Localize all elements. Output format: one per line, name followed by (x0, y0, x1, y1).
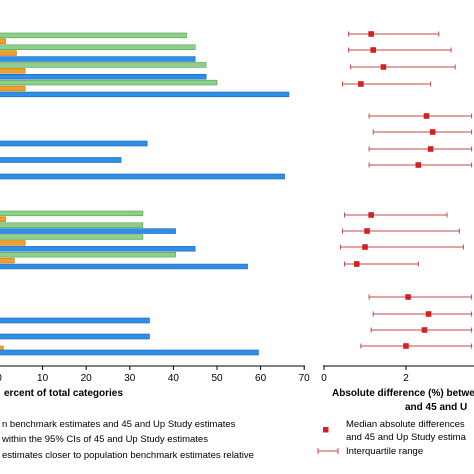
dot-point (350, 64, 456, 70)
median-marker (427, 146, 434, 152)
bar-orange (0, 257, 15, 264)
bar-green (0, 44, 196, 50)
bar-blue (0, 74, 207, 80)
bar-legend-entry-orange: within the 95% CIs of 45 and Up Study es… (1, 434, 208, 445)
bar-group (0, 317, 259, 356)
median-marker (380, 64, 387, 70)
dot-x-tick-label: 0 (321, 373, 327, 384)
median-marker (429, 129, 436, 135)
median-marker (364, 228, 370, 234)
median-marker (421, 327, 428, 333)
median-marker (423, 113, 430, 119)
dot-point (370, 327, 473, 333)
bar-group (0, 32, 290, 98)
bar-orange (0, 50, 17, 56)
bar-orange (0, 68, 26, 74)
dot-legend-iqr: Interquartile range (346, 446, 423, 457)
dot-point (348, 47, 452, 53)
dot-point (368, 162, 473, 168)
bar-green (0, 79, 218, 86)
bar-orange (0, 240, 26, 246)
bar-blue (0, 246, 196, 252)
median-marker (354, 261, 360, 267)
bar-orange (0, 216, 6, 222)
dot-point (344, 212, 448, 218)
median-marker (370, 47, 376, 53)
bar-blue (0, 228, 176, 234)
dot-legend: Median absolute differences and 45 and Up… (317, 419, 467, 457)
bar-blue (0, 157, 122, 163)
bar-orange (0, 38, 6, 45)
bar-x-tick-label: 0 (0, 373, 2, 384)
bar-group (0, 210, 248, 270)
median-marker (368, 212, 374, 218)
dot-x-axis-label-line1: Absolute difference (%) betwe (332, 388, 474, 399)
bar-green (0, 62, 207, 68)
dot-x-axis-label-line2: and 45 and U (405, 402, 467, 413)
bar-blue (0, 333, 150, 340)
dot-point (372, 129, 473, 135)
bar-green (0, 222, 144, 228)
bar-green (0, 252, 176, 258)
dot-x-tick-label: 2 (403, 373, 409, 384)
bar-x-tick-label: 50 (211, 373, 223, 384)
bar-legend-entry-green: n benchmark estimates and 45 and Up Stud… (2, 419, 236, 430)
median-marker (362, 244, 368, 250)
bar-x-ticks: 0 10 20 30 40 50 60 70 (0, 366, 310, 384)
median-marker (425, 311, 432, 317)
bar-legend-entry-blue: estimates closer to population benchmark… (2, 450, 254, 461)
dot-point (339, 244, 464, 250)
bar-blue (0, 56, 196, 62)
dot-plot-panel (339, 31, 473, 349)
median-marker (368, 31, 374, 37)
dot-point (341, 81, 432, 87)
dot-point (368, 146, 473, 152)
legend-median-marker (323, 427, 329, 433)
dot-point (360, 343, 473, 349)
bar-group (0, 140, 285, 180)
median-marker (403, 343, 409, 349)
bar-legend: n benchmark estimates and 45 and Up Stud… (1, 419, 254, 461)
bar-blue (0, 140, 148, 147)
dot-legend-median-line1: Median absolute differences (346, 419, 465, 430)
bar-green (0, 234, 144, 240)
bar-x-axis-label: ercent of total categories (4, 388, 123, 399)
bar-blue (0, 317, 150, 324)
dot-point (368, 113, 473, 119)
bar-x-tick-label: 30 (124, 373, 136, 384)
dot-legend-median-line2: and 45 and Up Study estima (346, 432, 467, 443)
median-marker (415, 162, 422, 168)
bar-blue (0, 263, 248, 270)
dot-point (344, 261, 419, 267)
bar-green (0, 32, 187, 39)
bar-x-tick-label: 20 (81, 373, 93, 384)
bar-green (0, 210, 144, 217)
dot-point (368, 294, 473, 300)
bar-x-tick-label: 40 (168, 373, 180, 384)
dot-point (372, 311, 473, 317)
dot-point (348, 31, 440, 37)
median-marker (405, 294, 411, 300)
median-marker (358, 81, 364, 87)
bar-orange (0, 85, 26, 92)
bar-blue (0, 91, 290, 98)
bar-x-tick-label: 60 (255, 373, 267, 384)
bar-x-tick-label: 70 (299, 373, 311, 384)
bar-blue (0, 349, 259, 356)
bar-x-tick-label: 10 (37, 373, 49, 384)
bar-blue (0, 173, 285, 180)
dot-point (341, 228, 460, 234)
bar-chart-panel (0, 32, 290, 356)
